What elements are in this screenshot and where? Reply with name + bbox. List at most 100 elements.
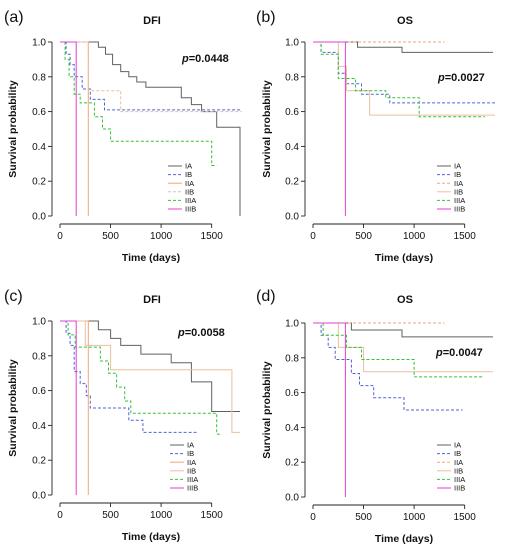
p-value-number: =0.0027 — [445, 72, 485, 84]
y-tick-label: 0.2 — [285, 177, 299, 188]
km-panel-1: (a) DFI 0.0 0.2 0.4 0.6 0.8 1.0 0 500 1000 1500 Time… — [4, 9, 242, 264]
y-tick-label: 0.8 — [285, 72, 299, 83]
x-tick-label: 1000 — [150, 510, 173, 521]
p-value-number: =0.0047 — [443, 347, 483, 359]
panel-label: (d) — [256, 288, 276, 305]
y-tick-label: 0.0 — [285, 493, 299, 504]
x-axis-title: Time (days) — [122, 252, 180, 264]
legend-label: IIB — [454, 466, 463, 475]
y-tick-label: 0.2 — [32, 456, 46, 467]
y-tick-label: 1.0 — [32, 317, 46, 328]
p-value: p=0.0027 — [437, 72, 485, 84]
p-value-symbol: p — [435, 347, 443, 359]
legend-label: IIIB — [454, 484, 465, 493]
x-tick-label: 1500 — [201, 231, 224, 242]
legend-label: IIIB — [454, 205, 465, 214]
y-tick-label: 0.8 — [285, 353, 299, 364]
y-axis-title: Survival probability — [261, 361, 273, 459]
y-tick-label: 0.8 — [32, 351, 46, 362]
legend-label: IIB — [454, 187, 463, 196]
y-tick-label: 0.8 — [32, 72, 46, 83]
series-line-ib — [60, 320, 197, 433]
legend-label: IA — [187, 441, 194, 450]
y-tick-label: 0.2 — [285, 458, 299, 469]
legend-label: IIB — [187, 466, 196, 475]
p-value: p=0.0047 — [435, 347, 483, 359]
p-value-number: =0.0058 — [185, 327, 225, 339]
y-tick-label: 0.6 — [285, 107, 299, 118]
p-value: p=0.0058 — [177, 327, 225, 339]
series-line-ib — [313, 322, 463, 411]
x-tick-label: 1000 — [150, 231, 173, 242]
legend-label: IB — [185, 170, 192, 179]
panel-label: (c) — [4, 288, 23, 305]
series-line-ia — [313, 41, 493, 53]
legend-label: IIA — [187, 458, 196, 467]
legend-label: IA — [454, 441, 461, 450]
x-tick-label: 500 — [102, 231, 119, 242]
y-tick-label: 1.0 — [32, 38, 46, 49]
p-value-number: =0.0448 — [189, 53, 229, 65]
x-tick-label: 1500 — [454, 231, 477, 242]
x-tick-label: 1000 — [403, 231, 426, 242]
legend-label: IIA — [185, 179, 194, 188]
y-tick-label: 0.0 — [32, 212, 46, 223]
p-value-symbol: p — [181, 53, 189, 65]
series-line-iiia — [313, 41, 485, 118]
p-value: p=0.0448 — [181, 53, 229, 65]
legend-label: IB — [454, 449, 461, 458]
chart-title: DFI — [143, 294, 161, 306]
legend-label: IA — [454, 162, 461, 171]
legend-label: IIA — [454, 458, 463, 467]
x-tick-label: 0 — [310, 231, 316, 242]
chart-title: DFI — [143, 15, 161, 27]
y-tick-label: 0.6 — [285, 388, 299, 399]
legend-label: IIIA — [185, 196, 196, 205]
series-line-iiib — [60, 320, 77, 495]
chart-title: OS — [397, 294, 413, 306]
y-axis-title: Survival probability — [261, 80, 273, 178]
x-tick-label: 1500 — [201, 510, 224, 521]
series-line-ib — [60, 41, 242, 111]
legend-label: IIIA — [454, 196, 465, 205]
x-tick-label: 500 — [355, 231, 372, 242]
y-tick-label: 0.4 — [285, 423, 299, 434]
x-tick-label: 0 — [57, 231, 63, 242]
series-line-iiib — [313, 41, 346, 216]
series-line-iiia — [60, 320, 222, 435]
y-tick-label: 0.6 — [32, 386, 46, 397]
chart-title: OS — [397, 15, 413, 27]
x-tick-label: 0 — [57, 510, 63, 521]
y-tick-label: 0.0 — [285, 212, 299, 223]
series-line-ia — [313, 322, 493, 338]
series-line-iib — [60, 320, 240, 433]
series-line-iib — [60, 41, 242, 113]
x-tick-label: 1000 — [403, 512, 426, 523]
panel-label: (a) — [4, 9, 24, 26]
series-line-ia — [60, 320, 240, 412]
p-value-symbol: p — [437, 72, 445, 84]
series-line-ia — [60, 41, 241, 216]
p-value-symbol: p — [177, 327, 185, 339]
series-line-iiib — [60, 41, 77, 216]
legend-label: IIIB — [185, 205, 196, 214]
km-panel-4: (d) OS 0.0 0.2 0.4 0.6 0.8 1.0 0 500 1000 1500 Time … — [256, 288, 493, 545]
legend-label: IIB — [185, 187, 194, 196]
x-tick-label: 0 — [310, 512, 316, 523]
legend-label: IIA — [454, 179, 463, 188]
km-panel-2: (b) OS 0.0 0.2 0.4 0.6 0.8 1.0 0 500 1000 1500 Time … — [256, 9, 495, 264]
y-tick-label: 0.4 — [32, 142, 46, 153]
x-tick-label: 1500 — [454, 512, 477, 523]
y-tick-label: 1.0 — [285, 38, 299, 49]
x-axis-title: Time (days) — [375, 533, 433, 545]
panel-label: (b) — [256, 9, 276, 26]
km-panel-3: (c) DFI 0.0 0.2 0.4 0.6 0.8 1.0 0 500 1000 1500 Time… — [4, 288, 240, 543]
y-tick-label: 0.6 — [32, 107, 46, 118]
legend-label: IIIB — [187, 484, 198, 493]
series-line-iiia — [60, 41, 217, 166]
y-axis-title: Survival probability — [7, 80, 19, 178]
legend-label: IB — [187, 449, 194, 458]
y-tick-label: 0.4 — [32, 421, 46, 432]
